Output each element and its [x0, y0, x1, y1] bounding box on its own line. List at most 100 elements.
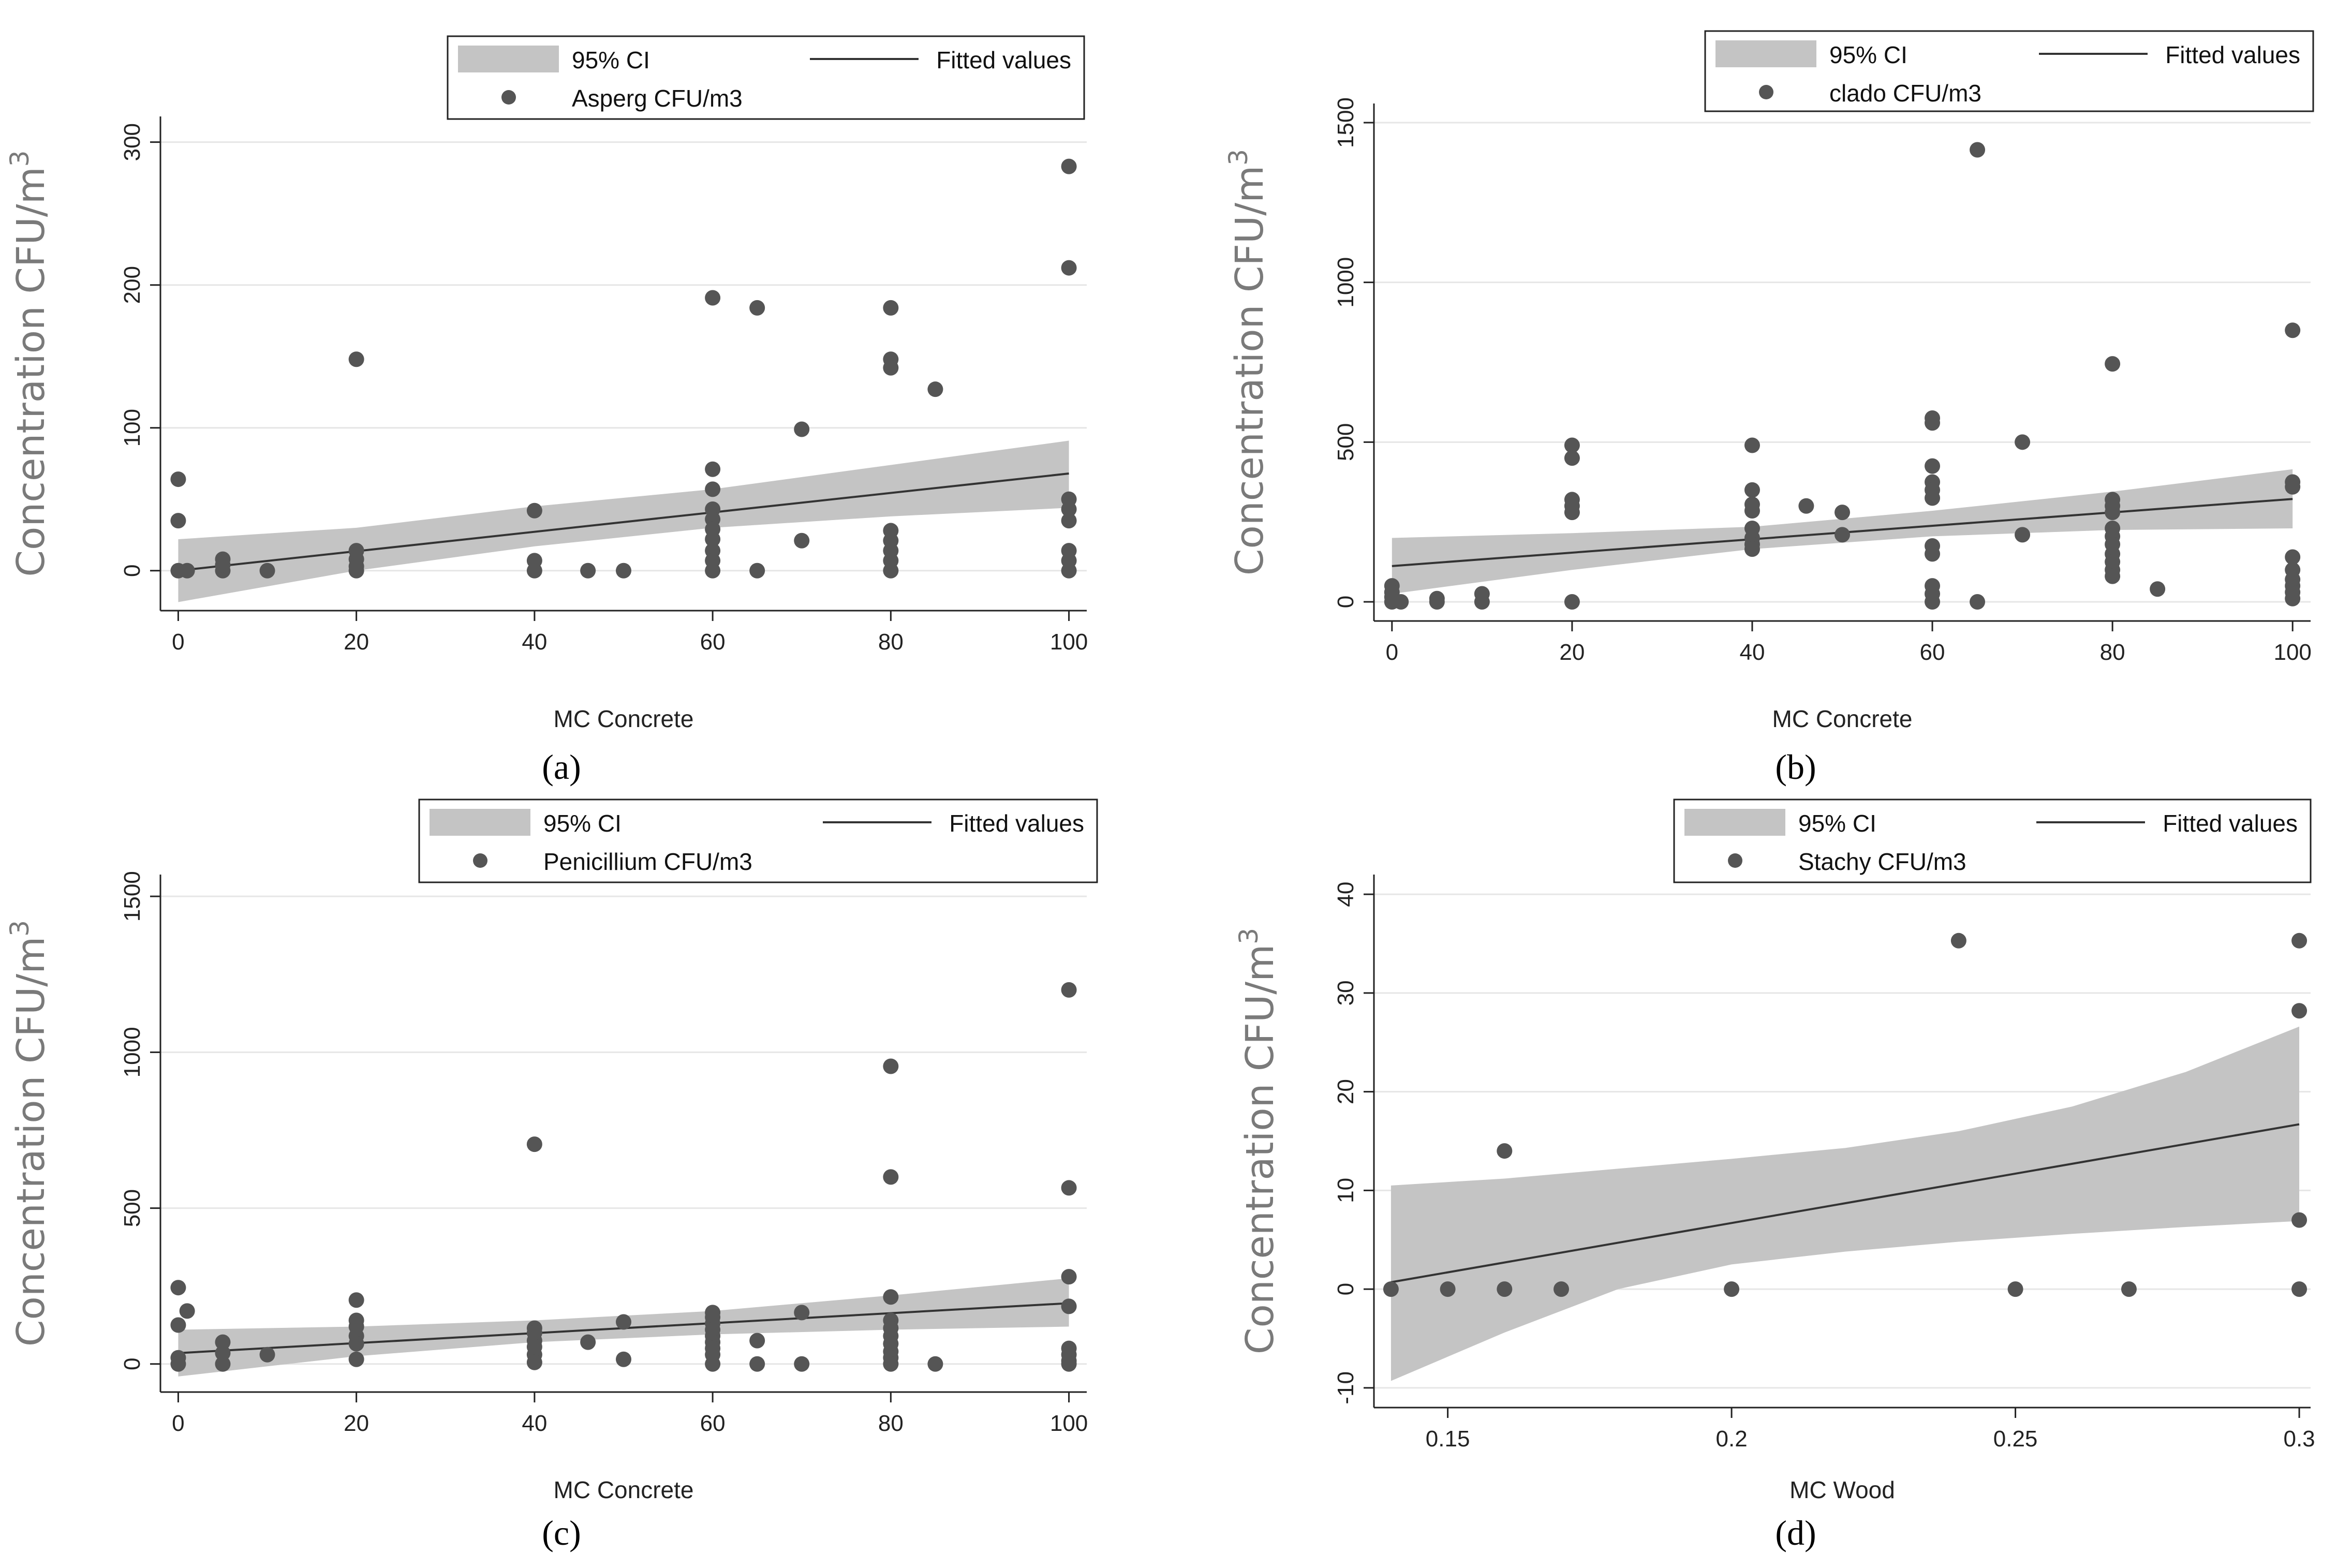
y-tick-label-c-3: 1500	[120, 871, 145, 922]
data-point-b-25	[1835, 527, 1850, 543]
data-point-c-34	[749, 1333, 765, 1349]
x-axis-title-b: MC Concrete	[1772, 705, 1913, 732]
data-point-c-4	[179, 1303, 195, 1319]
data-point-a-13	[526, 502, 542, 519]
x-tick-label-c-0: 0	[172, 1411, 184, 1436]
x-tick-label-b-5: 100	[2273, 640, 2311, 665]
fit-line-d	[1391, 1123, 2300, 1283]
legend-ci-label-a: 95% CI	[572, 47, 650, 73]
data-point-b-36	[1925, 594, 1941, 610]
data-point-c-38	[883, 1058, 899, 1074]
data-point-b-14	[1564, 594, 1580, 610]
data-point-b-40	[2015, 527, 2031, 543]
data-point-c-9	[348, 1292, 364, 1308]
data-point-a-30	[794, 421, 810, 437]
legend-point-label-b: clado CFU/m3	[1829, 80, 1981, 107]
legend-point-swatch-c	[473, 853, 487, 868]
x-axis-title-c: MC Concrete	[554, 1476, 694, 1503]
y-axis-title-d: Concentration CFU/m3	[1234, 928, 1282, 1354]
legend-ci-swatch-d	[1684, 809, 1785, 836]
data-point-c-21	[526, 1354, 542, 1370]
y-tick-label-d-4: 30	[1333, 980, 1358, 1005]
y-axis-title-c: Concentration CFU/m3	[5, 920, 53, 1347]
data-point-a-15	[526, 563, 542, 579]
data-point-b-24	[1835, 505, 1850, 521]
y-tick-label-a-2: 200	[120, 266, 145, 304]
fit-line-a	[178, 472, 1069, 572]
data-point-b-44	[2105, 505, 2121, 521]
x-tick-label-b-1: 20	[1559, 640, 1585, 665]
legend-b: 95% CI Fitted values clado CFU/m3	[1704, 30, 2314, 112]
data-point-c-23	[616, 1314, 631, 1330]
data-point-b-38	[1970, 594, 1986, 610]
y-tick-label-c-0: 0	[120, 1358, 145, 1370]
x-tick-label-d-2: 0.25	[1993, 1426, 2038, 1452]
data-point-b-22	[1744, 541, 1760, 557]
legend-point-swatch-b	[1759, 85, 1773, 99]
caption-d: (d)	[1775, 1513, 1816, 1552]
caption-c: (c)	[542, 1513, 581, 1552]
y-axis-title-text-c: Concentration CFU/m	[9, 937, 53, 1347]
data-point-a-48	[1061, 563, 1077, 579]
chart-d: -10 0 10 20 30 40 0.15 0.2 0.25 0.3 MC Wood Concent…	[1234, 798, 2315, 1503]
x-tick-label-d-1: 0.2	[1716, 1426, 1748, 1452]
legend-ci-label-c: 95% CI	[543, 810, 622, 837]
y-axis-title-superscript-d: 3	[1234, 928, 1264, 944]
data-point-d-2	[1497, 1143, 1513, 1159]
y-axis-title-text-d: Concentration CFU/m	[1238, 944, 1282, 1354]
data-point-b-4	[1393, 594, 1409, 610]
y-axis-title-superscript-c: 3	[5, 920, 35, 937]
x-axis-title-d: MC Wood	[1789, 1476, 1895, 1503]
data-point-a-12	[348, 563, 364, 579]
data-point-d-11	[2291, 1212, 2308, 1228]
data-point-c-37	[794, 1356, 810, 1372]
y-tick-label-a-1: 100	[120, 409, 145, 447]
data-point-c-1	[170, 1317, 186, 1333]
x-tick-label-c-3: 60	[700, 1411, 726, 1436]
data-point-c-39	[883, 1169, 899, 1185]
y-tick-label-b-1: 500	[1333, 423, 1358, 461]
data-point-b-15	[1744, 437, 1760, 453]
data-point-c-40	[883, 1289, 899, 1305]
data-point-d-8	[2121, 1281, 2137, 1297]
x-tick-label-c-1: 20	[344, 1411, 369, 1436]
x-tick-label-b-4: 80	[2100, 640, 2125, 665]
data-point-c-7	[215, 1356, 231, 1372]
legend-point-swatch-a	[501, 90, 516, 105]
x-tick-label-c-4: 80	[878, 1411, 904, 1436]
x-tick-label-a-2: 40	[522, 629, 547, 655]
data-point-c-15	[526, 1136, 542, 1152]
data-point-a-39	[883, 563, 899, 579]
x-tick-label-d-3: 0.3	[2283, 1426, 2315, 1452]
chart-a: 0 100 200 300 0 20 40 60 80 100 MC Concrete Concent…	[5, 35, 1088, 732]
data-point-b-10	[1564, 450, 1580, 466]
legend-point-label-c: Penicillium CFU/m3	[543, 848, 752, 875]
y-tick-label-b-3: 1500	[1333, 97, 1358, 148]
legend-ci-label-d: 95% CI	[1798, 810, 1876, 837]
x-axis-title-a: MC Concrete	[554, 705, 694, 732]
x-tick-label-a-0: 0	[172, 629, 184, 655]
data-point-a-27	[705, 563, 721, 579]
data-point-c-22	[580, 1334, 596, 1350]
y-axis-title-superscript-b: 3	[1223, 149, 1253, 166]
legend-point-label-d: Stachy CFU/m3	[1798, 848, 1966, 875]
data-point-b-41	[2105, 356, 2121, 372]
y-axis-title-text-a: Concentration CFU/m	[9, 167, 53, 576]
data-point-b-9	[1564, 437, 1580, 453]
legend-fit-label-d: Fitted values	[2163, 810, 2298, 837]
legend-fit-label-c: Fitted values	[949, 810, 1084, 837]
y-axis-title-superscript-a: 3	[5, 150, 35, 167]
data-point-c-8	[259, 1347, 275, 1363]
y-tick-label-d-5: 40	[1333, 882, 1358, 907]
data-point-a-17	[616, 563, 631, 579]
data-point-a-41	[1061, 158, 1077, 174]
data-point-c-5	[215, 1334, 231, 1350]
data-point-c-51	[1061, 1269, 1077, 1285]
data-point-b-27	[1925, 415, 1941, 431]
y-tick-label-c-2: 1000	[120, 1027, 145, 1077]
y-tick-label-b-0: 0	[1333, 596, 1358, 608]
data-point-d-10	[2291, 1003, 2308, 1019]
data-point-b-52	[2150, 581, 2166, 597]
